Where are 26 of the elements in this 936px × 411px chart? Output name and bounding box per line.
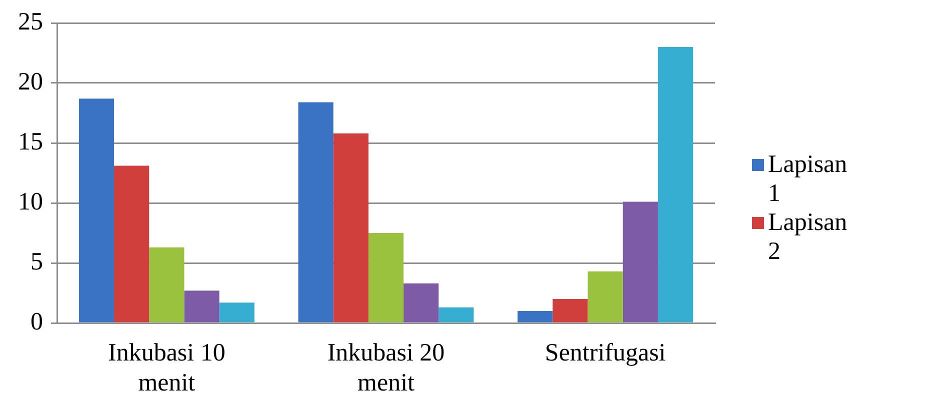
y-tick-label: 10: [18, 188, 43, 216]
y-tick-label: 5: [30, 248, 43, 276]
y-tick-label: 15: [18, 128, 43, 156]
bar: [333, 133, 368, 322]
x-tick-label: Sentrifugasi: [544, 340, 666, 367]
x-tick-label: Inkubasi 10 menit: [108, 340, 226, 397]
bar: [368, 233, 404, 322]
bar: [658, 47, 694, 322]
bar: [518, 311, 553, 322]
bar: [298, 102, 334, 322]
bar: [184, 290, 220, 322]
y-tick-label: 25: [18, 8, 43, 36]
y-tick-label: 20: [18, 68, 43, 96]
x-tick-label: Inkubasi 20 menit: [327, 340, 445, 397]
bar: [588, 271, 623, 322]
legend-label: Lapisan 2: [768, 208, 848, 266]
bar: [438, 307, 474, 322]
bar: [149, 247, 184, 322]
bar: [219, 302, 254, 322]
bar: [404, 283, 439, 322]
legend-label: Lapisan 1: [768, 150, 848, 208]
bar: [552, 299, 588, 322]
bar: [622, 202, 658, 322]
bar: [114, 166, 150, 322]
bar: [78, 98, 114, 322]
y-tick-label: 0: [30, 308, 43, 336]
